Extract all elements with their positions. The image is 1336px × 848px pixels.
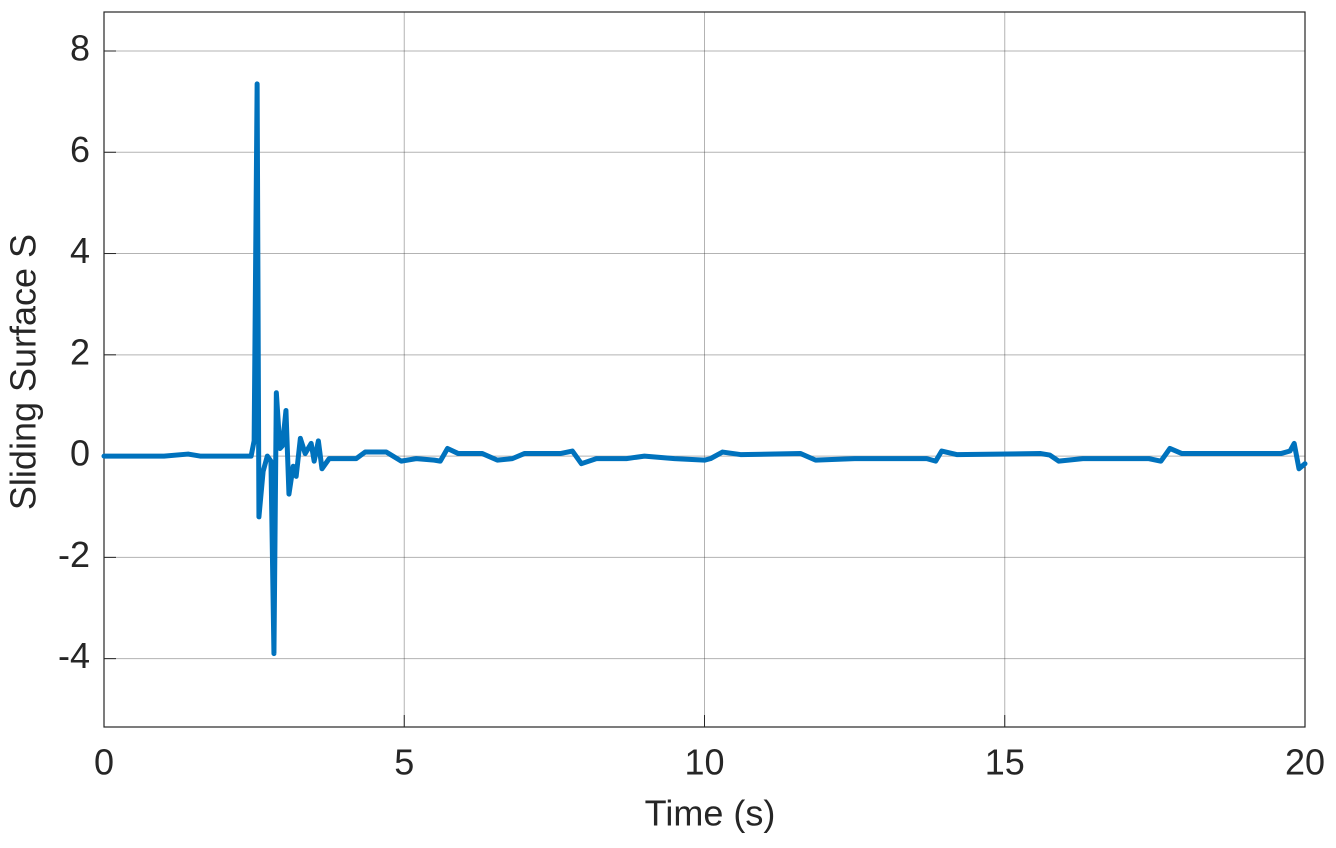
plot-area <box>104 12 1305 727</box>
y-tick-label: 4 <box>70 230 90 271</box>
axes-box <box>103 11 1306 728</box>
x-tick-label: 5 <box>394 742 414 783</box>
y-tick-label: 6 <box>70 129 90 170</box>
y-tick-label: -2 <box>58 534 90 575</box>
x-tick-label: 0 <box>94 742 114 783</box>
y-tick-label: 8 <box>70 28 90 69</box>
x-tick-label: 20 <box>1285 742 1325 783</box>
data-line <box>101 81 1308 657</box>
y-tick-label: 0 <box>70 433 90 474</box>
x-axis-label: Time (s) <box>645 793 776 834</box>
y-axis-label: Sliding Surface S <box>3 234 44 510</box>
x-tick-label: 15 <box>985 742 1025 783</box>
x-tick-label: 10 <box>684 742 724 783</box>
y-tick-label: 2 <box>70 331 90 372</box>
y-tick-label: -4 <box>58 635 90 676</box>
